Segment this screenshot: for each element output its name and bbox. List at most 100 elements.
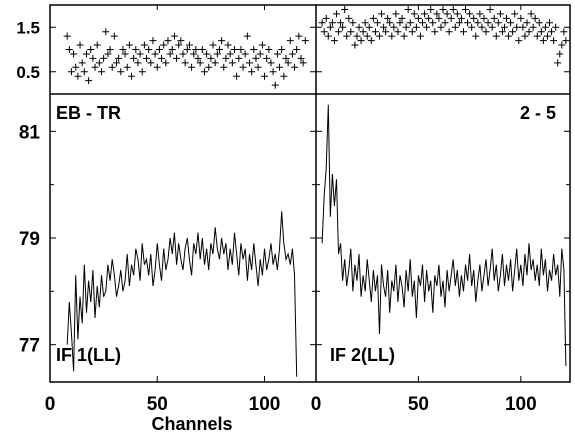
scatter-point [158, 54, 166, 62]
scatter-point [449, 5, 457, 13]
x-tick-label: 50 [408, 394, 429, 415]
scatter-point [437, 23, 445, 31]
scatter-point [241, 50, 249, 58]
upper-y-tick-label: 0.5 [16, 63, 40, 82]
scatter-point [441, 19, 449, 27]
scatter-point [367, 37, 375, 45]
series-line-if2 [321, 104, 567, 367]
scatter-point [291, 63, 299, 71]
scatter-point [267, 59, 275, 67]
scatter-point [213, 50, 221, 58]
scatter-point [211, 59, 219, 67]
scatter-point [421, 10, 429, 18]
scatter-point [412, 23, 420, 31]
scatter-point [554, 59, 562, 67]
scatter-point [464, 19, 472, 27]
scatter-point [269, 68, 277, 76]
scatter-point [531, 14, 539, 22]
scatter-point [423, 23, 431, 31]
scatter-point [537, 28, 545, 36]
scatter-point [276, 63, 284, 71]
scatter-point [351, 41, 359, 49]
scatter-point [400, 32, 408, 40]
lower-y-tick-label: 81 [19, 122, 41, 143]
scatter-point [373, 19, 381, 27]
scatter-point [322, 14, 330, 22]
scatter-point [470, 14, 478, 22]
scatter-point [117, 68, 125, 76]
scatter-point [228, 59, 236, 67]
scatter-point [198, 46, 206, 53]
scatter-point [132, 46, 140, 53]
scatter-point [459, 28, 467, 36]
scatter-point [258, 41, 266, 49]
scatter-point [237, 46, 245, 53]
scatter-point [280, 72, 288, 80]
scatter-point [265, 46, 273, 53]
scatter-point [215, 46, 223, 53]
scatter-point [263, 54, 271, 62]
x-tick-label: 0 [45, 394, 56, 415]
scatter-point [250, 46, 258, 53]
scatter-point [288, 50, 296, 58]
scatter-point [517, 14, 525, 22]
scatter-point [556, 50, 564, 58]
scatter-point [414, 14, 422, 22]
scatter-point [177, 37, 185, 45]
scatter-point [541, 23, 549, 31]
scatter-point [371, 28, 379, 36]
scatter-point [378, 10, 386, 18]
if1-label: IF 1(LL) [56, 345, 121, 365]
scatter-point [343, 32, 351, 40]
scatter-point [562, 37, 570, 45]
scatter-point [552, 23, 560, 31]
scatter-point [136, 50, 144, 58]
x-axis-title: Channels [151, 414, 232, 434]
scatter-point [509, 28, 517, 36]
scatter-point [93, 41, 101, 49]
scatter-point [345, 14, 353, 22]
scatter-point [119, 46, 127, 53]
scatter-point [218, 37, 226, 45]
scatter-point [110, 32, 118, 40]
scatter-point [353, 32, 361, 40]
scatter-point [85, 77, 93, 85]
scatter-point [431, 28, 439, 36]
scatter-point [239, 63, 247, 71]
scatter-point [427, 5, 435, 13]
scatter-point [535, 19, 543, 27]
scatter-point [478, 23, 486, 31]
scatter-point [179, 50, 187, 58]
scatter-point [408, 28, 416, 36]
scatter-point [494, 19, 502, 27]
scatter-point [505, 32, 513, 40]
scatter-point [349, 19, 357, 27]
scatter-point [248, 68, 256, 76]
scatter-point [388, 32, 396, 40]
scatter-point [115, 54, 123, 62]
scatter-point [282, 54, 290, 62]
scatter-point [455, 19, 463, 27]
scatter-point [515, 37, 523, 45]
baseline-pair-label: 2 - 5 [520, 103, 556, 123]
scatter-point [89, 54, 97, 62]
scatter-point [299, 59, 307, 67]
scatter-point [507, 19, 515, 27]
scatter-point [468, 23, 476, 31]
scatter-point [558, 41, 566, 49]
scatter-point [196, 59, 204, 67]
scatter-point [100, 54, 108, 62]
scatter-point [166, 50, 174, 58]
scatter-point [284, 59, 292, 67]
scatter-point [188, 63, 196, 71]
scatter-point [273, 50, 281, 58]
scatter-point [488, 23, 496, 31]
scatter-point [134, 59, 142, 67]
scatter-point [335, 28, 343, 36]
scatter-point [235, 54, 243, 62]
scatter-point [521, 32, 529, 40]
scatter-point [453, 10, 461, 18]
scatter-point [525, 28, 533, 36]
scatter-point [70, 50, 78, 58]
scatter-point [474, 19, 482, 27]
